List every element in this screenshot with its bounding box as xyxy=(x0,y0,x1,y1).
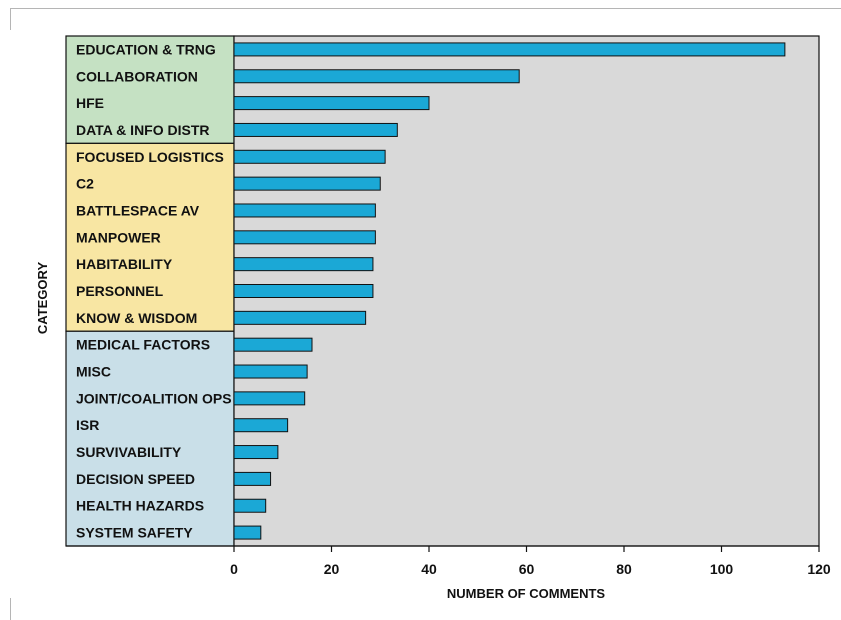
bar xyxy=(233,176,381,191)
bar xyxy=(233,203,376,218)
category-label: JOINT/COALITION OPS xyxy=(76,390,232,406)
bar xyxy=(233,122,398,137)
bar xyxy=(233,149,386,164)
frame-left-rule-top xyxy=(10,8,11,30)
category-label: BATTLESPACE AV xyxy=(76,202,200,218)
bar xyxy=(233,257,374,272)
category-label: KNOW & WISDOM xyxy=(76,310,197,326)
category-label: HFE xyxy=(76,95,104,111)
x-tick-label: 100 xyxy=(710,561,734,577)
category-label: HEALTH HAZARDS xyxy=(76,498,204,514)
category-label: DATA & INFO DISTR xyxy=(76,122,210,138)
frame-top-rule xyxy=(10,8,841,9)
bar xyxy=(233,337,313,352)
x-axis-title: NUMBER OF COMMENTS xyxy=(447,586,605,601)
x-tick-label: 20 xyxy=(324,561,340,577)
category-label: PERSONNEL xyxy=(76,283,164,299)
x-tick-label: 120 xyxy=(807,561,831,577)
bar xyxy=(233,284,374,298)
x-tick-label: 60 xyxy=(519,561,535,577)
bar xyxy=(233,310,367,325)
bar xyxy=(233,418,289,433)
category-label: EDUCATION & TRNG xyxy=(76,41,216,57)
frame-left-rule-bottom xyxy=(10,598,11,620)
category-group-backgrounds xyxy=(65,35,235,547)
bar xyxy=(233,498,267,513)
x-tick-label: 0 xyxy=(230,561,238,577)
bar xyxy=(233,42,786,57)
category-label: COLLABORATION xyxy=(76,68,198,84)
category-label: HABITABILITY xyxy=(76,256,173,272)
category-group-band xyxy=(65,142,235,332)
x-tick-label: 40 xyxy=(421,561,437,577)
category-label: ISR xyxy=(76,417,99,433)
category-label: DECISION SPEED xyxy=(76,471,195,487)
bar xyxy=(233,471,272,486)
bars xyxy=(233,42,786,540)
category-label: C2 xyxy=(76,176,94,192)
category-label: SYSTEM SAFETY xyxy=(76,525,193,541)
bar xyxy=(233,69,520,84)
bar xyxy=(233,96,430,111)
x-tick-label: 80 xyxy=(616,561,632,577)
bar xyxy=(233,525,262,540)
category-label: MISC xyxy=(76,364,111,380)
bar xyxy=(233,391,306,406)
bar xyxy=(233,445,279,460)
category-labels: EDUCATION & TRNG COLLABORATION HFE DATA & I… xyxy=(76,41,232,540)
category-label: FOCUSED LOGISTICS xyxy=(76,149,224,165)
bar xyxy=(233,230,376,245)
y-axis-title: CATEGORY xyxy=(35,262,50,335)
category-label: SURVIVABILITY xyxy=(76,444,182,460)
category-label: MEDICAL FACTORS xyxy=(76,337,210,353)
x-axis-ticks: 0 20 40 60 80 100 120 xyxy=(230,546,831,577)
bar xyxy=(233,364,308,379)
category-label: MANPOWER xyxy=(76,229,161,245)
